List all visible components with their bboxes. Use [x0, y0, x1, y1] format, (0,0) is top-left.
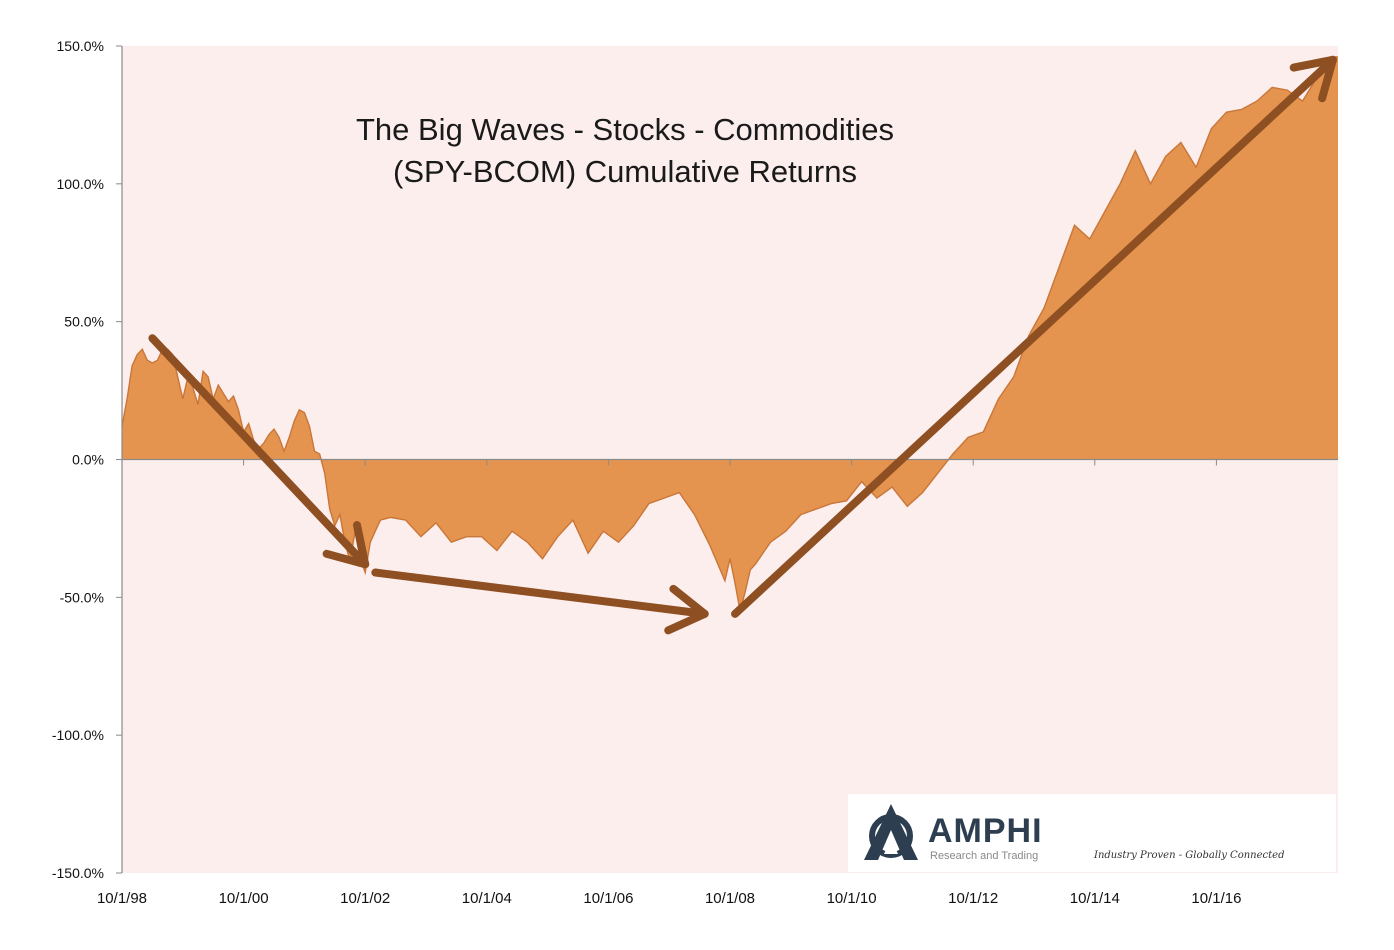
y-tick-label: 100.0% [57, 176, 104, 192]
x-tick-label: 10/1/98 [97, 890, 147, 907]
trend-arrow-head [664, 584, 709, 635]
x-tick-label: 10/1/02 [340, 890, 390, 907]
x-tick-label: 10/1/00 [219, 890, 269, 907]
x-tick-label: 10/1/10 [827, 890, 877, 907]
y-tick-label: -50.0% [60, 589, 104, 605]
logo-name: AMPHI [928, 812, 1043, 850]
trend-arrow-2 [371, 568, 709, 635]
series-line-0 [121, 56, 1338, 612]
y-tick-label: 50.0% [64, 314, 104, 330]
series-area-0 [122, 57, 1338, 612]
x-tick-label: 10/1/06 [583, 890, 633, 907]
y-tick-label: 0.0% [72, 452, 104, 468]
amphi-logo-icon [864, 804, 918, 860]
x-tick-label: 10/1/16 [1191, 890, 1241, 907]
axis-layer: 150.0% 100.0% 50.0% 0.0% -50.0% -100.0% -150.0… [52, 38, 1338, 907]
logo-tagline: Industry Proven - Globally Connected [1094, 850, 1285, 861]
area-layer [121, 56, 1338, 612]
trend-arrow-head [1289, 55, 1337, 103]
chart-title-line-2: (SPY-BCOM) Cumulative Returns [393, 154, 857, 189]
trend-arrow-head [322, 521, 370, 569]
x-tick-label: 10/1/08 [705, 890, 755, 907]
trend-arrow-3 [731, 55, 1337, 618]
x-tick-label: 10/1/12 [948, 890, 998, 907]
y-tick-label: -100.0% [52, 727, 104, 743]
trend-arrow-1 [148, 334, 370, 569]
arrow-layer [148, 55, 1337, 635]
trend-arrow-shaft [371, 568, 709, 618]
y-tick-label: 150.0% [57, 38, 104, 54]
x-tick-label: 10/1/14 [1070, 890, 1120, 907]
trend-arrow-shaft [731, 55, 1337, 618]
title-layer: The Big Waves - Stocks - Commodities (SP… [356, 112, 894, 189]
logo: AMPHI Research and Trading Industry Prov… [848, 794, 1336, 872]
x-tick-label: 10/1/04 [462, 890, 512, 907]
trend-arrow-shaft [148, 334, 370, 569]
logo-subtitle: Research and Trading [930, 850, 1039, 862]
chart-title-line-1: The Big Waves - Stocks - Commodities [356, 112, 894, 147]
y-tick-label: -150.0% [52, 865, 104, 881]
